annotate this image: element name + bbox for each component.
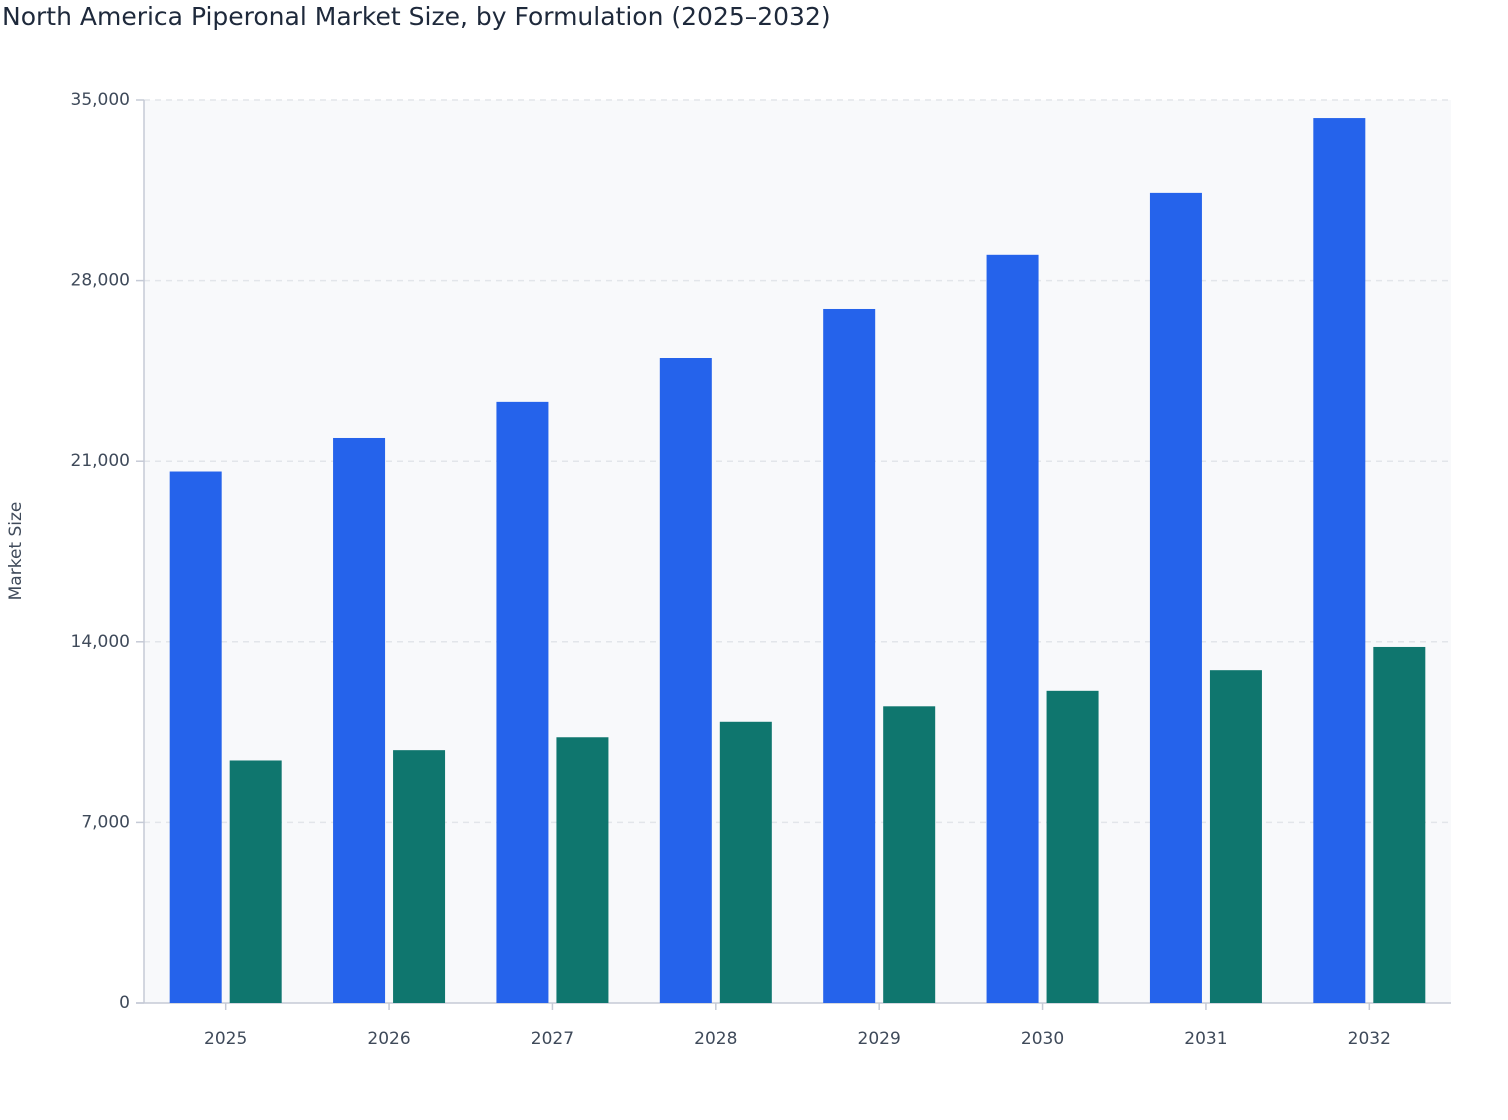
bar: [659, 358, 712, 1003]
chart-title: North America Piperonal Market Size, by …: [2, 2, 831, 31]
bar: [393, 750, 446, 1003]
bar: [823, 308, 876, 1004]
x-tick-label: 2031: [1184, 1029, 1227, 1049]
bar: [1313, 118, 1366, 1003]
bar: [719, 721, 772, 1003]
y-tick-label: 14,000: [71, 632, 130, 652]
x-tick-label: 2025: [204, 1029, 247, 1049]
bar: [1046, 690, 1099, 1003]
bar: [333, 437, 386, 1004]
bar: [496, 401, 549, 1003]
bar: [169, 471, 222, 1003]
bar: [1373, 646, 1426, 1003]
y-tick-label: 0: [119, 993, 130, 1013]
x-tick-label: 2027: [531, 1029, 574, 1049]
x-tick-label: 2026: [367, 1029, 410, 1049]
x-tick-label: 2030: [1021, 1029, 1064, 1049]
bar: [986, 254, 1039, 1004]
bar: [1149, 192, 1202, 1003]
bar: [229, 760, 282, 1003]
y-axis-label: Market Size: [6, 502, 26, 601]
bar: [556, 737, 609, 1003]
bar: [883, 706, 936, 1003]
x-tick-label: 2032: [1348, 1029, 1391, 1049]
y-tick-label: 21,000: [71, 451, 130, 471]
x-tick-label: 2028: [694, 1029, 737, 1049]
y-tick-label: 35,000: [71, 90, 130, 110]
x-tick-label: 2029: [858, 1029, 901, 1049]
y-tick-label: 7,000: [81, 812, 130, 832]
bar: [1209, 670, 1262, 1003]
y-tick-label: 28,000: [71, 271, 130, 291]
